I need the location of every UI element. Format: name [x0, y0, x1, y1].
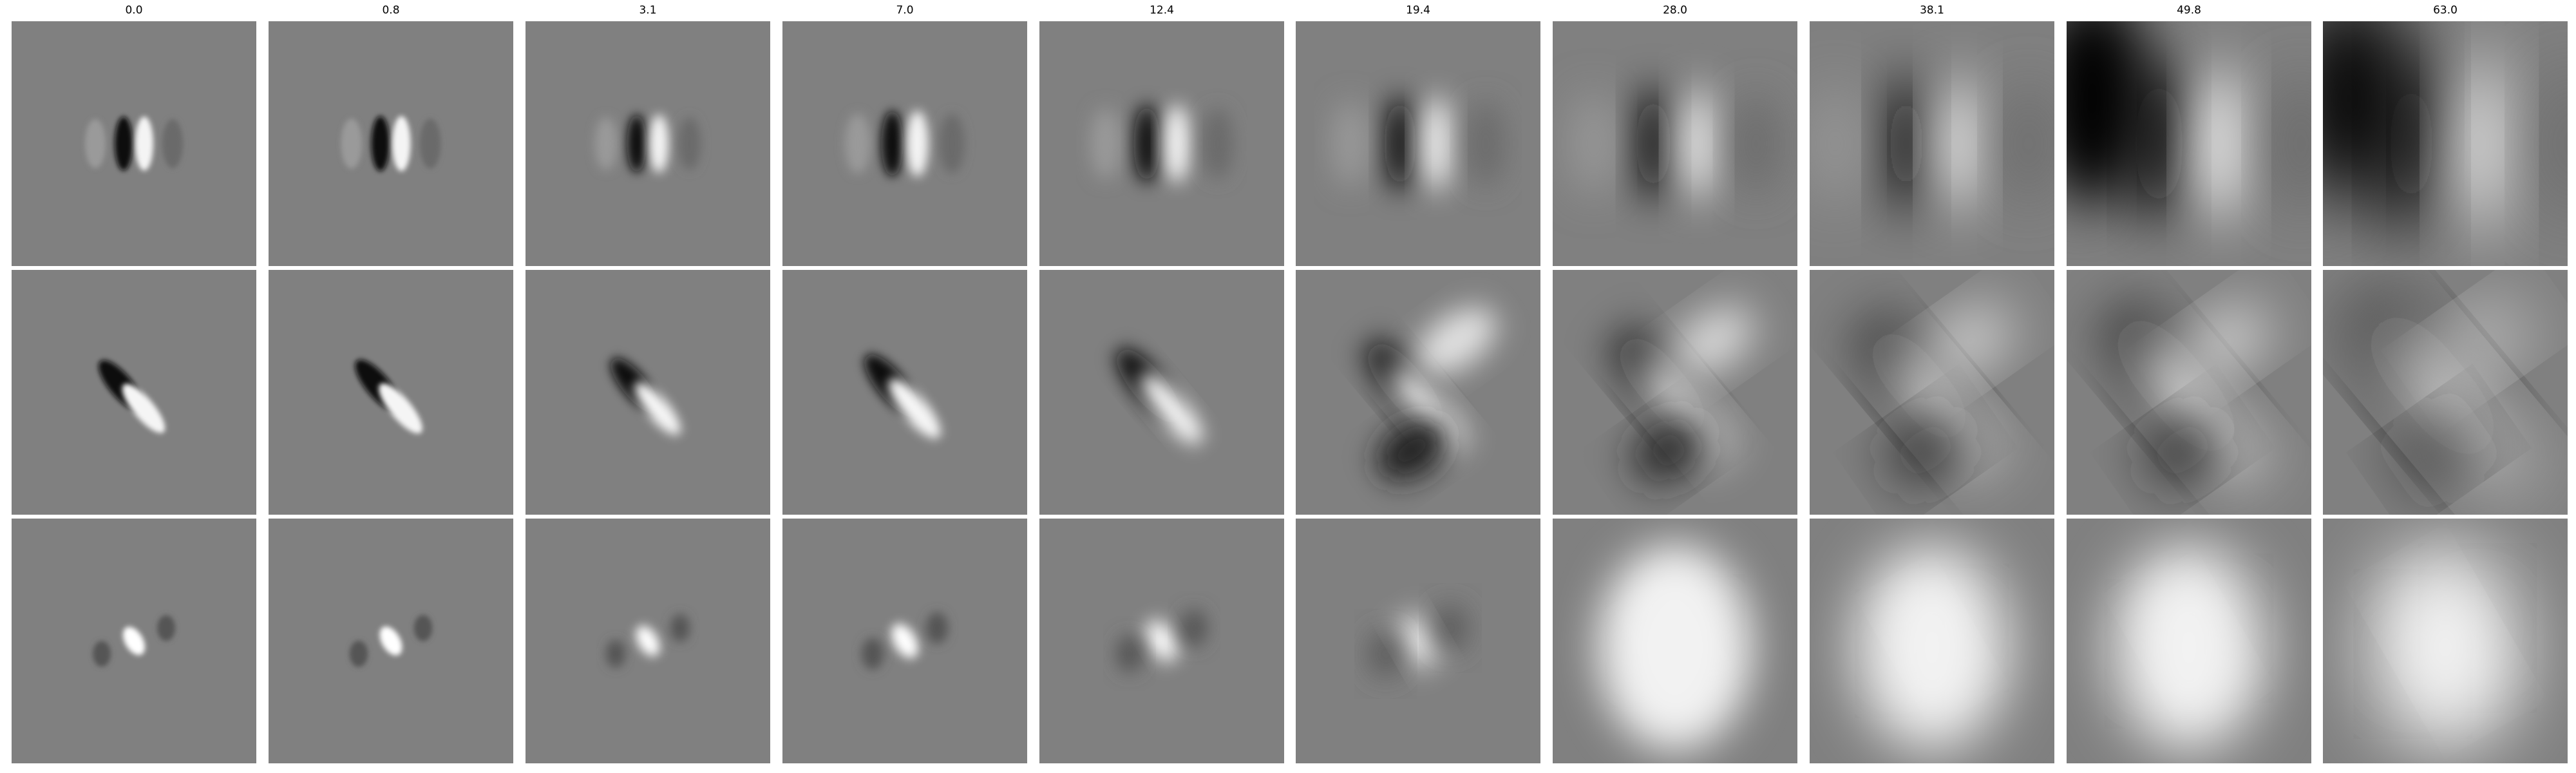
filter-panel	[1553, 270, 1797, 515]
filter-panel	[1810, 270, 2054, 515]
filter-panel	[2323, 21, 2568, 266]
column-title: 28.0	[1663, 4, 1687, 17]
column-title: 49.8	[2177, 4, 2201, 17]
filter-panel	[2067, 270, 2311, 515]
filter-panel	[1810, 21, 2054, 266]
column-title: 63.0	[2433, 4, 2458, 17]
column-title: 38.1	[1920, 4, 1944, 17]
column-title: 12.4	[1150, 4, 1174, 17]
filter-panel	[1296, 270, 1540, 515]
filter-panel	[526, 21, 770, 266]
filter-panel	[1039, 21, 1284, 266]
filter-panel	[526, 270, 770, 515]
filter-panel	[1553, 519, 1797, 763]
filter-panel	[2323, 270, 2568, 515]
filter-panel	[269, 21, 513, 266]
filter-panel	[1039, 519, 1284, 763]
filter-panel	[2067, 21, 2311, 266]
filter-panel	[782, 519, 1027, 763]
filter-panel	[1039, 270, 1284, 515]
filter-panel	[1296, 21, 1540, 266]
filter-panel	[12, 270, 256, 515]
filter-panel	[2323, 519, 2568, 763]
filter-panel	[269, 270, 513, 515]
filter-panel	[1810, 519, 2054, 763]
filter-panel	[1553, 21, 1797, 266]
filter-panel	[269, 519, 513, 763]
filter-panel	[526, 519, 770, 763]
column-title: 19.4	[1406, 4, 1430, 17]
column-title: 0.0	[125, 4, 143, 17]
filter-panel	[2067, 519, 2311, 763]
filter-panel	[12, 519, 256, 763]
filter-panel	[1296, 519, 1540, 763]
column-title: 0.8	[382, 4, 400, 17]
column-title: 3.1	[639, 4, 657, 17]
filter-panel	[782, 21, 1027, 266]
column-title: 7.0	[896, 4, 914, 17]
filter-panel	[12, 21, 256, 266]
filter-panel	[782, 270, 1027, 515]
